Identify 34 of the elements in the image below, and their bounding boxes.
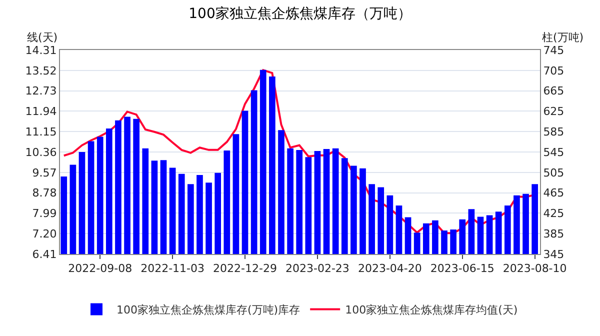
y-tick-label: 9.57 — [32, 166, 57, 180]
y2-axis-title: 柱(万吨) — [542, 31, 584, 44]
legend-label: 100家独立焦企炼焦煤库存均值(天) — [345, 304, 518, 317]
y-axis-title: 线(天) — [27, 31, 58, 44]
y-tick-label: 7.99 — [32, 207, 57, 220]
y-tick-label: 11.15 — [25, 125, 57, 138]
y2-tick-label: 745 — [543, 44, 564, 57]
y-tick-label: 7.20 — [32, 227, 57, 240]
y2-tick-label: 505 — [543, 166, 564, 180]
x-tick-label: 2022-12-29 — [213, 262, 277, 276]
x-tick-label: 2023-06-15 — [430, 262, 494, 276]
y2-tick-label: 385 — [543, 227, 564, 240]
y2-tick-label: 425 — [543, 207, 564, 220]
x-tick-label: 2023-08-10 — [502, 262, 567, 276]
y-tick-label: 13.52 — [25, 64, 57, 78]
y2-tick-label: 665 — [543, 84, 564, 98]
y-tick-label: 14.31 — [25, 44, 57, 57]
y2-tick-label: 585 — [543, 125, 564, 138]
x-tick-label: 2022-11-03 — [140, 262, 205, 276]
x-tick-label: 2023-04-20 — [358, 262, 422, 276]
y-tick-label: 8.78 — [32, 186, 57, 200]
y2-tick-label: 705 — [543, 64, 564, 78]
y-tick-label: 6.41 — [32, 248, 57, 261]
chart-title: 100家独立焦企炼焦煤库存（万吨） — [188, 6, 412, 22]
y-tick-label: 10.36 — [25, 146, 57, 159]
x-tick-label: 2022-09-08 — [68, 262, 132, 276]
x-tick-label: 2023-02-23 — [286, 262, 350, 276]
y2-tick-label: 625 — [543, 105, 564, 118]
y-tick-label: 11.94 — [25, 105, 57, 118]
y2-tick-label: 345 — [543, 248, 564, 261]
y-tick-label: 12.73 — [25, 84, 57, 98]
y2-tick-label: 545 — [543, 146, 564, 159]
y2-tick-label: 465 — [543, 186, 564, 200]
legend-label: 100家独立焦企炼焦煤库存(万吨)库存 — [116, 304, 300, 317]
